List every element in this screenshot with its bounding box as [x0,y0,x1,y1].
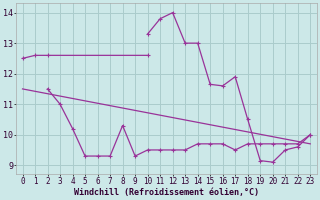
X-axis label: Windchill (Refroidissement éolien,°C): Windchill (Refroidissement éolien,°C) [74,188,259,197]
